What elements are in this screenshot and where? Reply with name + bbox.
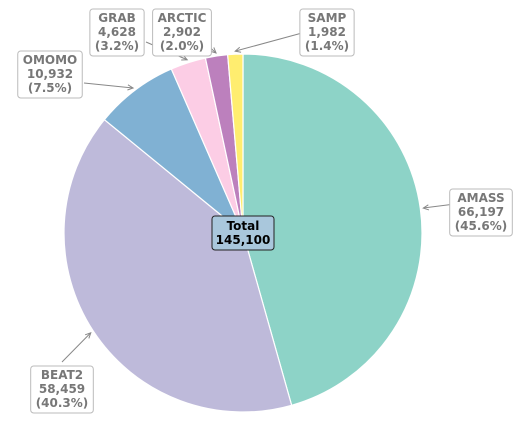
pie-slice-amass — [242, 53, 423, 407]
pie-slice-samp — [227, 53, 244, 234]
center-total-label: Total 145,100 — [211, 215, 275, 251]
slice-label-box-omomo — [17, 50, 83, 99]
slice-label-box-arctic — [152, 8, 212, 57]
slice-name-beat2: BEAT2 — [41, 368, 83, 382]
slice-name-arctic: ARCTIC — [158, 11, 207, 25]
slice-label-box-beat2 — [30, 365, 94, 414]
leader-arrow-arctic — [210, 47, 217, 54]
slice-percent-omomo: (7.5%) — [28, 81, 72, 95]
leader-line-omomo — [83, 82, 134, 89]
slice-value-amass: 66,197 — [458, 205, 504, 219]
pie-slices — [63, 53, 423, 413]
slice-name-amass: AMASS — [457, 191, 504, 205]
leader-arrow-omomo — [127, 84, 135, 91]
center-total-title: Total — [227, 219, 260, 233]
slice-name-omomo: OMOMO — [23, 53, 78, 67]
slice-percent-amass: (45.6%) — [455, 219, 508, 233]
center-total-box — [211, 215, 275, 251]
slice-value-beat2: 58,459 — [39, 382, 85, 396]
leader-arrow-grab — [181, 54, 189, 61]
slice-name-grab: GRAB — [98, 11, 136, 25]
slice-label-box-grab — [89, 8, 145, 57]
leader-line-samp — [235, 32, 303, 52]
leader-line-beat2 — [61, 332, 92, 363]
slice-value-omomo: 10,932 — [27, 67, 73, 81]
slice-percent-samp: (1.4%) — [305, 39, 349, 53]
slice-label-box-amass — [449, 188, 513, 237]
slice-percent-grab: (3.2%) — [95, 39, 139, 53]
slice-percent-arctic: (2.0%) — [160, 39, 204, 53]
slice-value-arctic: 2,902 — [163, 25, 201, 39]
slice-label-box-samp — [299, 8, 355, 57]
slice-name-samp: SAMP — [308, 11, 347, 25]
leader-arrow-beat2 — [84, 331, 92, 339]
slice-value-grab: 4,628 — [98, 25, 136, 39]
pie-slice-beat2 — [63, 118, 293, 413]
leader-arrow-amass — [422, 204, 430, 211]
center-total-value: 145,100 — [216, 233, 271, 247]
slice-value-samp: 1,982 — [308, 25, 346, 39]
slice-percent-beat2: (40.3%) — [36, 396, 89, 410]
leader-arrow-samp — [234, 46, 242, 53]
